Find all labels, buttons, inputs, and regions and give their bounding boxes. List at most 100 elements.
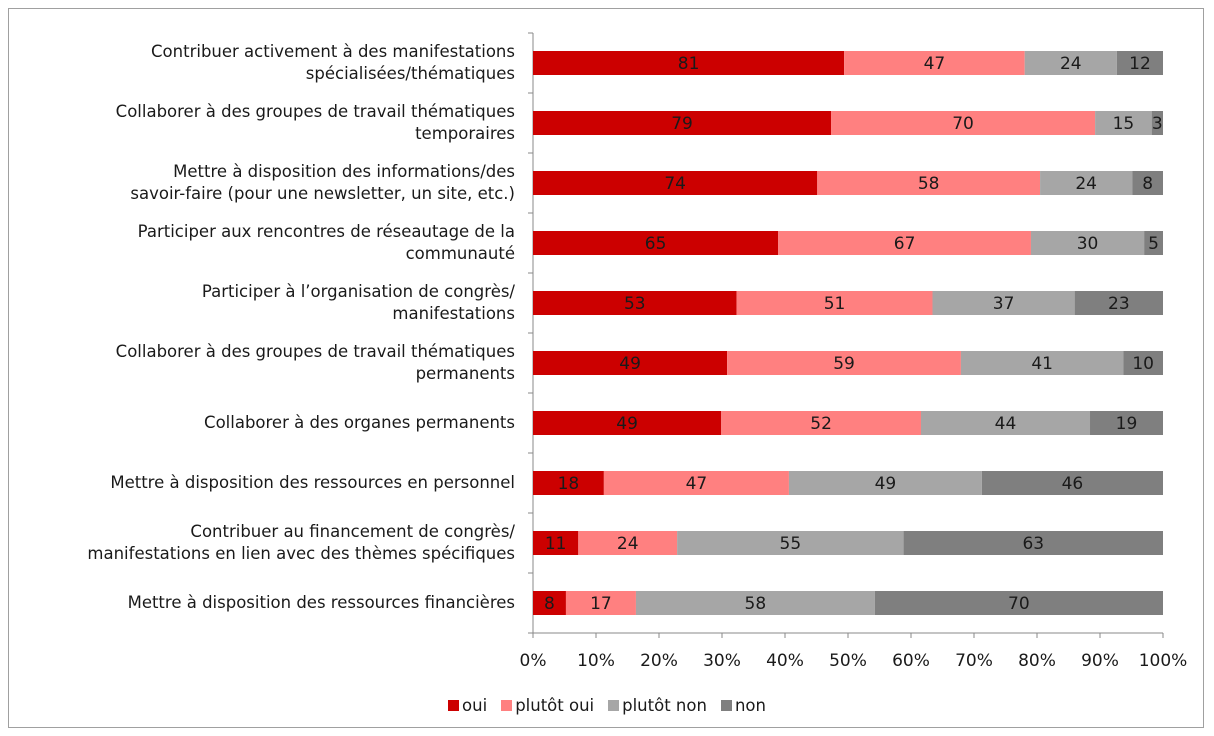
bar-segment bbox=[817, 171, 1041, 195]
data-label: 18 bbox=[558, 474, 580, 494]
data-label: 41 bbox=[1031, 354, 1053, 374]
legend-label: plutôt non bbox=[622, 696, 707, 715]
bar-segment bbox=[874, 591, 1163, 615]
x-tick-label: 100% bbox=[1139, 651, 1188, 671]
category-label: Collaborer à des groupes de travail thém… bbox=[115, 102, 515, 143]
bar-segment bbox=[565, 591, 636, 615]
data-label: 55 bbox=[780, 534, 802, 554]
bar-segment bbox=[677, 531, 904, 555]
legend-swatch bbox=[448, 700, 460, 711]
data-label: 70 bbox=[952, 114, 974, 134]
bar-segment bbox=[533, 471, 604, 495]
data-label: 17 bbox=[590, 594, 612, 614]
bar-segment bbox=[533, 111, 832, 135]
data-label: 49 bbox=[616, 414, 638, 434]
data-label: 74 bbox=[664, 174, 686, 194]
category-label: Participer aux rencontres de réseautage … bbox=[137, 222, 515, 263]
data-label: 11 bbox=[545, 534, 567, 554]
x-tick-label: 20% bbox=[640, 651, 678, 671]
legend-label: plutôt oui bbox=[515, 696, 595, 715]
x-tick-label: 90% bbox=[1081, 651, 1119, 671]
bar-segment bbox=[1024, 51, 1117, 75]
data-label: 46 bbox=[1062, 474, 1084, 494]
data-label: 79 bbox=[671, 114, 693, 134]
bar-segment bbox=[1123, 351, 1163, 375]
bar-segment bbox=[533, 351, 728, 375]
data-label: 52 bbox=[810, 414, 832, 434]
x-tick-label: 70% bbox=[955, 651, 993, 671]
data-label: 81 bbox=[678, 54, 700, 74]
legend-item: plutôt oui bbox=[501, 696, 594, 715]
data-label: 65 bbox=[645, 234, 667, 254]
bar-segment bbox=[1074, 291, 1163, 315]
category-label: Collaborer à des organes permanents bbox=[204, 413, 515, 432]
bar-segment bbox=[1090, 411, 1163, 435]
data-label: 63 bbox=[1022, 534, 1044, 554]
data-label: 67 bbox=[894, 234, 916, 254]
legend: oui plutôt oui plutôt non non bbox=[0, 696, 1214, 715]
data-label: 10 bbox=[1132, 354, 1154, 374]
bar-segment bbox=[903, 531, 1163, 555]
bar-segment bbox=[1151, 111, 1163, 135]
data-label: 70 bbox=[1008, 594, 1030, 614]
legend-swatch bbox=[501, 700, 513, 711]
category-label: Collaborer à des groupes de travail thém… bbox=[115, 342, 515, 383]
data-label: 58 bbox=[918, 174, 940, 194]
data-label: 37 bbox=[993, 294, 1015, 314]
data-label: 47 bbox=[686, 474, 708, 494]
legend-label: oui bbox=[462, 696, 488, 715]
bar-segment bbox=[635, 591, 875, 615]
data-label: 58 bbox=[745, 594, 767, 614]
data-label: 24 bbox=[1060, 54, 1082, 74]
legend-swatch bbox=[720, 700, 732, 711]
category-label: Mettre à disposition des ressources en p… bbox=[110, 473, 515, 492]
category-label: Contribuer au financement de congrès/ ma… bbox=[87, 522, 515, 563]
data-label: 8 bbox=[1142, 174, 1153, 194]
data-label: 24 bbox=[617, 534, 639, 554]
data-label: 3 bbox=[1152, 114, 1163, 134]
bar-segment bbox=[1040, 171, 1133, 195]
bar-segment bbox=[960, 351, 1124, 375]
bar-segment bbox=[844, 51, 1025, 75]
data-label: 15 bbox=[1113, 114, 1135, 134]
category-label: Mettre à disposition des ressources fina… bbox=[127, 593, 515, 612]
data-label: 23 bbox=[1108, 294, 1130, 314]
x-tick-label: 10% bbox=[577, 651, 615, 671]
bar-segment bbox=[932, 291, 1075, 315]
legend-item: non bbox=[720, 696, 766, 715]
data-label: 59 bbox=[833, 354, 855, 374]
bar-segment bbox=[1144, 231, 1163, 255]
data-label: 5 bbox=[1148, 234, 1159, 254]
bar-segment bbox=[1095, 111, 1152, 135]
data-label: 53 bbox=[624, 294, 646, 314]
bar-segment bbox=[727, 351, 961, 375]
bar-segment bbox=[778, 231, 1031, 255]
bar-segment bbox=[533, 51, 845, 75]
bar-segment bbox=[981, 471, 1163, 495]
x-tick-label: 50% bbox=[829, 651, 867, 671]
x-tick-label: 0% bbox=[520, 651, 547, 671]
x-tick-label: 80% bbox=[1018, 651, 1056, 671]
category-label: Contribuer activement à des manifestatio… bbox=[151, 42, 515, 83]
data-label: 30 bbox=[1077, 234, 1099, 254]
data-label: 44 bbox=[995, 414, 1017, 434]
data-label: 49 bbox=[619, 354, 641, 374]
bar-segment bbox=[788, 471, 982, 495]
bar-segment bbox=[1132, 171, 1163, 195]
x-tick-label: 60% bbox=[892, 651, 930, 671]
data-label: 19 bbox=[1116, 414, 1138, 434]
bar-segment bbox=[533, 411, 722, 435]
legend-label: non bbox=[734, 696, 766, 715]
data-label: 12 bbox=[1129, 54, 1151, 74]
legend-item: oui bbox=[448, 696, 487, 715]
bar-segment bbox=[736, 291, 933, 315]
chart-frame bbox=[8, 8, 1204, 728]
data-label: 51 bbox=[824, 294, 846, 314]
bar-segment bbox=[533, 291, 737, 315]
bar-segment bbox=[920, 411, 1091, 435]
category-label: Participer à l’organisation de congrès/ … bbox=[201, 282, 515, 323]
data-label: 8 bbox=[544, 594, 555, 614]
x-tick-label: 40% bbox=[766, 651, 804, 671]
bar-segment bbox=[533, 231, 779, 255]
